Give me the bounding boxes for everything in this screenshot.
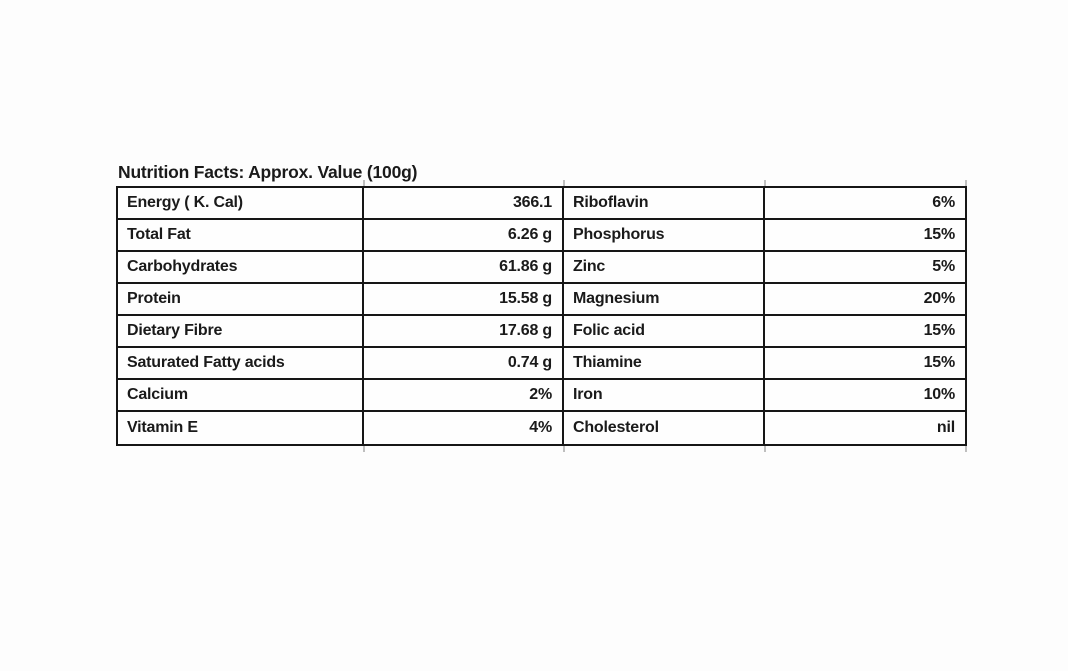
nutrient-label: Energy ( K. Cal) <box>118 188 364 220</box>
nutrition-table: Energy ( K. Cal) 366.1 Riboflavin 6% Tot… <box>116 186 967 446</box>
gridline-tick <box>563 446 565 452</box>
nutrient-label: Protein <box>118 284 364 316</box>
nutrient-value: 2% <box>364 380 564 412</box>
nutrient-value: 5% <box>765 252 965 284</box>
nutrient-value: 15% <box>765 220 965 252</box>
nutrient-value: 15% <box>765 348 965 380</box>
nutrient-value: 61.86 g <box>364 252 564 284</box>
nutrient-label: Cholesterol <box>564 412 765 444</box>
nutrient-label: Dietary Fibre <box>118 316 364 348</box>
gridline-tick <box>563 180 565 186</box>
gridline-tick <box>363 446 365 452</box>
gridline-tick <box>965 446 967 452</box>
nutrient-label: Thiamine <box>564 348 765 380</box>
gridline-tick <box>363 180 365 186</box>
nutrient-value: 10% <box>765 380 965 412</box>
nutrient-value: 15% <box>765 316 965 348</box>
nutrient-value: 6.26 g <box>364 220 564 252</box>
nutrient-value: 15.58 g <box>364 284 564 316</box>
gridline-tick <box>965 180 967 186</box>
nutrient-value: 366.1 <box>364 188 564 220</box>
nutrient-value: nil <box>936 419 955 436</box>
page-title: Nutrition Facts: Approx. Value (100g) <box>118 162 418 182</box>
nutrient-label: Magnesium <box>564 284 765 316</box>
nutrient-label: Saturated Fatty acids <box>118 348 364 380</box>
nutrient-label: Total Fat <box>118 220 364 252</box>
nutrient-label: Folic acid <box>564 316 765 348</box>
nutrient-value: 6% <box>765 188 965 220</box>
nutrient-value: 17.68 g <box>364 316 564 348</box>
nutrient-label: Calcium <box>118 380 364 412</box>
nutrition-table-wrapper: Energy ( K. Cal) 366.1 Riboflavin 6% Tot… <box>116 180 967 452</box>
gridline-tick <box>764 446 766 452</box>
nutrient-value: 4% <box>364 412 564 444</box>
nutrient-label: Phosphorus <box>564 220 765 252</box>
nutrient-label: Iron <box>564 380 765 412</box>
gridline-tick <box>764 180 766 186</box>
nutrient-label: Vitamin E <box>118 412 364 444</box>
nutrient-label: Riboflavin <box>564 188 765 220</box>
nutrient-value: 20% <box>765 284 965 316</box>
nutrient-value: 0.74 g <box>364 348 564 380</box>
nutrient-label: Zinc <box>564 252 765 284</box>
nutrient-label: Carbohydrates <box>118 252 364 284</box>
